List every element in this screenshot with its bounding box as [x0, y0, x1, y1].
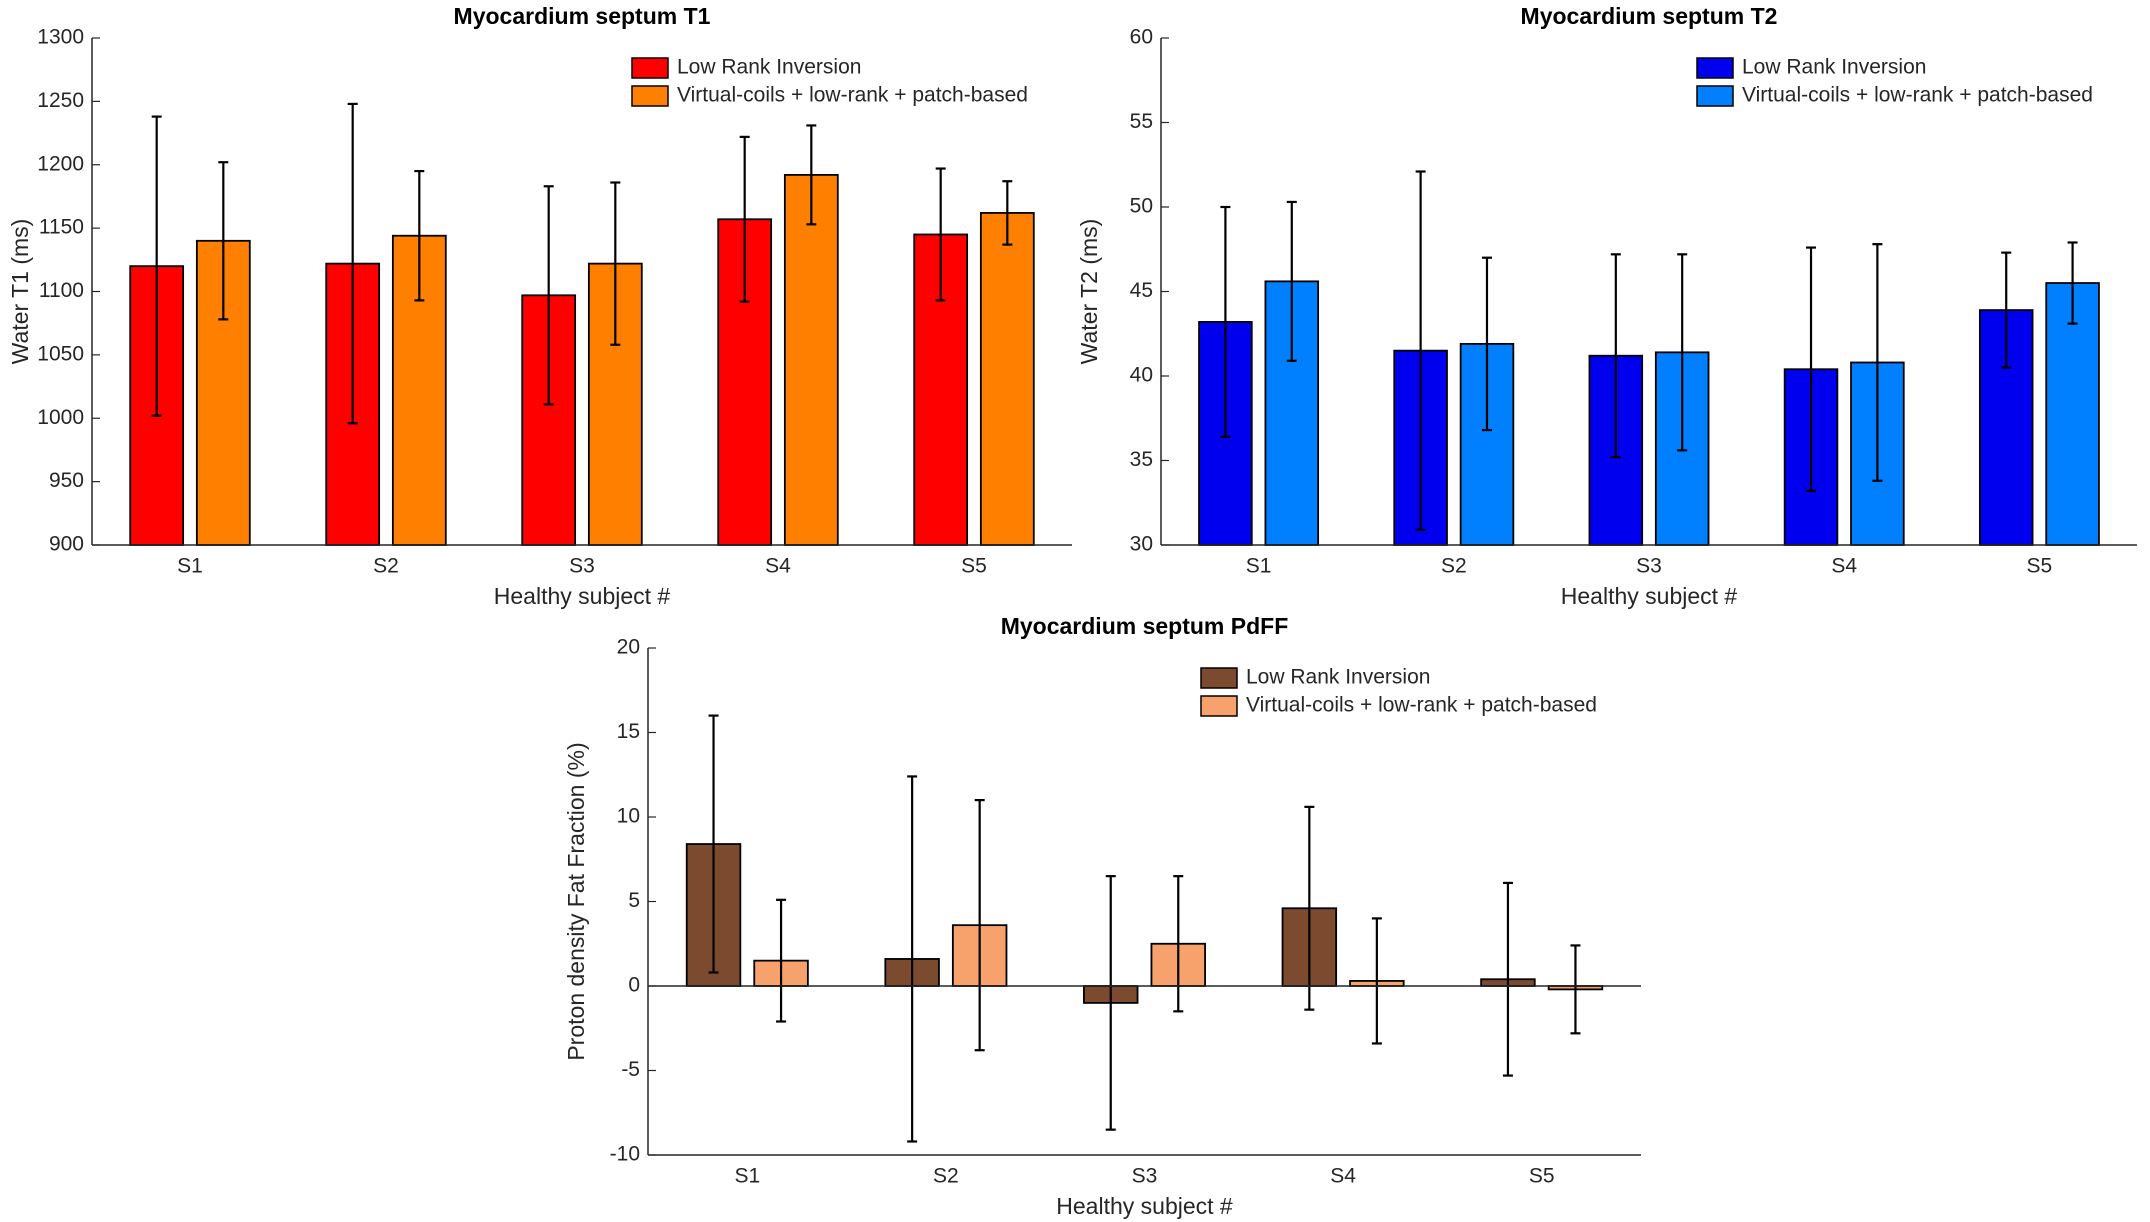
x-axis-label: Healthy subject # — [1056, 1193, 1233, 1219]
y-tick-label: 50 — [1130, 195, 1153, 218]
error-bar — [2001, 251, 2012, 369]
y-tick-label: -5 — [621, 1058, 640, 1081]
y-tick-label: 1300 — [37, 26, 84, 49]
x-tick-label: S3 — [1132, 1165, 1158, 1188]
error-bar — [543, 185, 554, 406]
y-tick-label: 900 — [49, 533, 84, 556]
y-tick-label: 10 — [617, 805, 640, 828]
error-bar — [739, 135, 750, 303]
y-tick-label: 40 — [1130, 364, 1153, 387]
legend-swatch — [631, 57, 669, 79]
bar — [783, 173, 839, 546]
error-bar — [151, 115, 162, 417]
chart-title: Myocardium septum T2 — [1521, 3, 1778, 29]
error-bar — [1286, 200, 1297, 362]
error-bar — [776, 898, 787, 1023]
error-bar — [1481, 256, 1492, 432]
y-tick-label: 45 — [1130, 279, 1153, 302]
y-tick-label: -10 — [610, 1143, 640, 1166]
x-tick-label: S1 — [1246, 555, 1272, 578]
legend-swatch — [1696, 85, 1734, 107]
x-tick-label: S4 — [765, 555, 791, 578]
y-tick-label: 1150 — [39, 216, 84, 239]
error-bar — [1872, 243, 1883, 482]
y-tick-label: 1000 — [37, 406, 84, 429]
legend-label: Virtual-coils + low-rank + patch-based — [1742, 84, 2093, 107]
y-tick-label: 0 — [628, 974, 640, 997]
y-tick-label: 1250 — [37, 89, 84, 112]
x-tick-label: S4 — [1831, 555, 1857, 578]
error-bar — [1002, 180, 1013, 246]
x-tick-label: S5 — [961, 555, 987, 578]
x-tick-label: S2 — [1441, 555, 1467, 578]
legend-label: Virtual-coils + low-rank + patch-based — [1246, 694, 1597, 717]
error-bar — [708, 714, 719, 974]
y-tick-label: 55 — [1130, 110, 1153, 133]
error-bar — [1570, 944, 1581, 1035]
error-bar — [1610, 253, 1621, 459]
error-bar — [1677, 253, 1688, 452]
y-tick-label: 15 — [617, 720, 640, 743]
error-bar — [218, 161, 229, 321]
x-tick-label: S5 — [1529, 1165, 1555, 1188]
y-axis-label: Water T2 (ms) — [1076, 219, 1102, 365]
legend-label: Low Rank Inversion — [677, 56, 861, 79]
y-axis-label: Proton density Fat Fraction (%) — [563, 742, 589, 1060]
error-bar — [1173, 875, 1184, 1013]
error-bar — [1220, 205, 1231, 438]
x-tick-label: S1 — [177, 555, 203, 578]
chart-title: Myocardium septum PdFF — [1001, 613, 1289, 639]
legend-swatch — [631, 85, 669, 107]
x-tick-label: S3 — [1636, 555, 1662, 578]
error-bar — [2067, 241, 2078, 325]
chart-title: Myocardium septum T1 — [454, 3, 711, 29]
y-axis-label: Water T1 (ms) — [7, 219, 33, 365]
x-tick-label: S2 — [933, 1165, 959, 1188]
legend-label: Virtual-coils + low-rank + patch-based — [677, 84, 1028, 107]
x-tick-label: S3 — [569, 555, 595, 578]
error-bar — [347, 102, 358, 425]
error-bar — [1806, 246, 1817, 493]
x-axis-label: Healthy subject # — [494, 583, 671, 609]
x-tick-label: S1 — [734, 1165, 760, 1188]
error-bar — [974, 798, 985, 1052]
error-bar — [1105, 875, 1116, 1131]
y-tick-label: 1100 — [39, 279, 84, 302]
error-bar — [1415, 170, 1426, 531]
legend-swatch — [1200, 667, 1238, 689]
y-tick-label: 60 — [1130, 26, 1153, 49]
x-axis-label: Healthy subject # — [1561, 583, 1738, 609]
legend-label: Low Rank Inversion — [1246, 666, 1430, 689]
y-tick-label: 35 — [1130, 448, 1153, 471]
x-tick-label: S5 — [2027, 555, 2053, 578]
error-bar — [806, 124, 817, 226]
x-tick-label: S4 — [1330, 1165, 1356, 1188]
error-bar — [1304, 805, 1315, 1011]
error-bar — [414, 169, 425, 302]
error-bar — [1371, 917, 1382, 1045]
bar — [979, 212, 1035, 546]
y-tick-label: 1200 — [37, 152, 84, 175]
y-tick-label: 5 — [628, 889, 640, 912]
y-tick-label: 950 — [49, 469, 84, 492]
y-tick-label: 20 — [617, 636, 640, 659]
y-tick-label: 30 — [1130, 533, 1153, 556]
error-bar — [935, 167, 946, 302]
error-bar — [907, 775, 918, 1143]
error-bar — [1502, 881, 1513, 1077]
legend-swatch — [1696, 57, 1734, 79]
x-tick-label: S2 — [373, 555, 399, 578]
error-bar — [610, 181, 621, 346]
legend-label: Low Rank Inversion — [1742, 56, 1926, 79]
legend-swatch — [1200, 695, 1238, 717]
y-tick-label: 1050 — [37, 342, 84, 365]
